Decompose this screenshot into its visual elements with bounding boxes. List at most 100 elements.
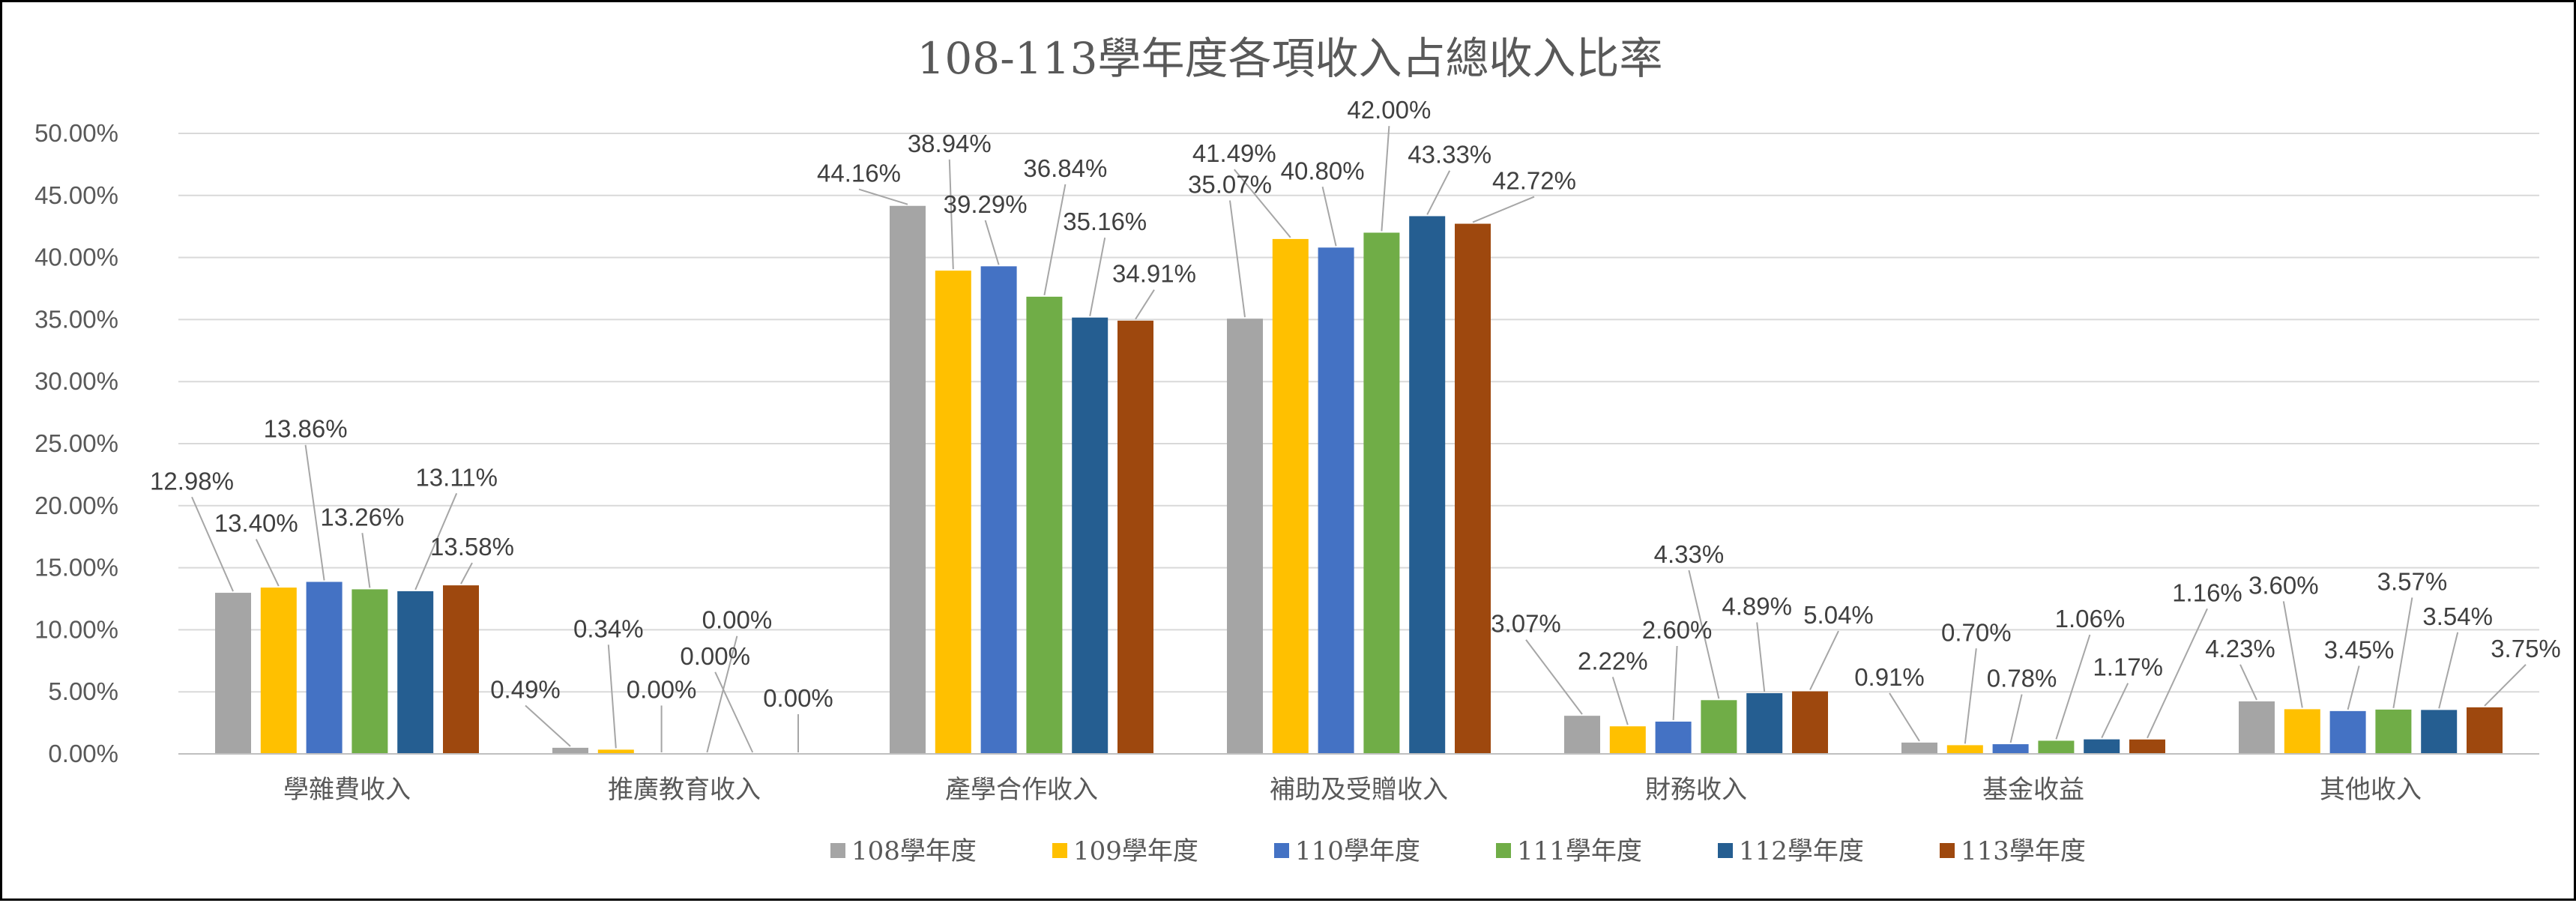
legend-item[interactable]: 109學年度 xyxy=(1052,836,1198,866)
data-label-leader xyxy=(2101,683,2129,739)
y-tick-label: 15.00% xyxy=(34,554,118,582)
bar xyxy=(1455,223,1491,755)
data-label-leader xyxy=(1688,570,1720,699)
x-tick-label: 財務收入 xyxy=(1645,775,1747,805)
data-label-leader xyxy=(2282,601,2303,708)
data-label-leader xyxy=(2484,664,2527,707)
data-label: 0.49% xyxy=(490,675,561,703)
data-label-leader xyxy=(2347,665,2360,710)
data-label: 13.58% xyxy=(430,533,514,561)
data-label-leader xyxy=(1089,237,1106,316)
data-label: 1.17% xyxy=(2093,653,2163,681)
data-label: 0.00% xyxy=(680,642,750,670)
y-tick-label: 10.00% xyxy=(34,615,118,643)
legend-item[interactable]: 110學年度 xyxy=(1274,836,1420,866)
data-label-leader xyxy=(1043,184,1067,296)
bar xyxy=(1227,318,1263,754)
bar xyxy=(552,747,588,754)
bars xyxy=(215,205,2503,755)
data-label: 13.86% xyxy=(264,415,348,443)
data-label-leader xyxy=(414,492,458,591)
legend-item[interactable]: 113學年度 xyxy=(1940,836,2086,866)
data-label-leader xyxy=(1426,170,1451,215)
y-tick-label: 0.00% xyxy=(48,740,118,767)
data-label-leader xyxy=(1229,200,1246,318)
data-label: 1.16% xyxy=(2172,579,2242,606)
legend-swatch xyxy=(1274,843,1289,858)
bar xyxy=(1655,721,1692,754)
data-label: 2.60% xyxy=(1642,616,1713,644)
data-label-leader xyxy=(984,220,1000,265)
bar xyxy=(306,582,343,754)
x-tick-label: 學雜費收入 xyxy=(283,775,411,805)
x-tick-label: 推廣教育收入 xyxy=(608,775,761,805)
bar xyxy=(2284,709,2320,754)
bar xyxy=(1992,744,2029,754)
bar xyxy=(1072,317,1108,755)
data-label: 35.16% xyxy=(1063,208,1147,235)
data-label: 0.70% xyxy=(1941,618,2012,646)
data-label: 3.54% xyxy=(2422,602,2493,630)
data-label: 41.49% xyxy=(1192,139,1276,167)
data-label: 0.34% xyxy=(573,614,644,642)
data-label: 42.00% xyxy=(1347,96,1431,124)
bar xyxy=(2421,710,2458,754)
data-label: 4.23% xyxy=(2205,635,2275,662)
bar xyxy=(2467,707,2503,754)
y-tick-label: 50.00% xyxy=(34,119,118,147)
y-tick-label: 40.00% xyxy=(34,244,118,271)
data-label: 2.22% xyxy=(1578,647,1648,674)
data-label-leader xyxy=(2239,664,2257,701)
data-label-leader xyxy=(1756,622,1766,692)
y-axis-ticks: 0.00% 5.00% 10.00% 15.00% 20.00% 25.00% 30.00%… xyxy=(34,119,118,767)
legend-item[interactable]: 108學年度 xyxy=(830,836,977,866)
data-label: 13.26% xyxy=(320,503,404,531)
data-label-leader xyxy=(1672,645,1678,720)
bar xyxy=(1026,296,1063,755)
bar xyxy=(890,205,926,754)
y-tick-label: 5.00% xyxy=(48,677,118,705)
bar xyxy=(1363,232,1400,755)
legend-item[interactable]: 112學年度 xyxy=(1718,836,1864,866)
data-label-leader xyxy=(607,644,617,749)
data-label-leader xyxy=(361,533,371,588)
legend-label: 112學年度 xyxy=(1739,836,1864,866)
data-label: 3.60% xyxy=(2248,571,2319,599)
legend-label: 111學年度 xyxy=(1517,836,1642,866)
legend-item[interactable]: 111學年度 xyxy=(1496,836,1642,866)
bar xyxy=(443,585,479,754)
legend-swatch xyxy=(1496,843,1511,858)
category-labels: 學雜費收入 推廣教育收入 產學合作收入 補助及受贈收入 財務收入 基金收益 其他收入 xyxy=(283,775,2422,805)
data-label: 0.91% xyxy=(1854,663,1925,691)
data-label-leader xyxy=(191,496,234,592)
data-label-leader xyxy=(948,159,954,270)
bar xyxy=(1609,726,1646,754)
bar xyxy=(2239,701,2275,754)
data-label: 4.89% xyxy=(1722,593,1792,620)
data-label: 1.06% xyxy=(2055,605,2126,632)
data-label-leader xyxy=(2055,634,2091,740)
data-label: 42.72% xyxy=(1492,167,1576,195)
bar xyxy=(1901,742,1937,754)
legend: 108學年度 109學年度 110學年度 111學年度 112學年度 113學年度 xyxy=(830,836,2086,866)
data-label-leaders xyxy=(191,126,2527,753)
chart-title: 108-113學年度各項收入占總收入比率 xyxy=(917,33,1662,84)
data-label: 12.98% xyxy=(150,467,234,495)
data-label: 3.75% xyxy=(2491,635,2561,662)
data-label: 34.91% xyxy=(1112,260,1196,288)
data-label: 0.00% xyxy=(763,684,833,712)
data-label: 4.33% xyxy=(1654,540,1725,568)
data-label: 13.11% xyxy=(415,463,497,491)
legend-swatch xyxy=(1940,843,1955,858)
data-label-leader xyxy=(1809,630,1839,690)
bar xyxy=(2375,709,2412,754)
legend-label: 108學年度 xyxy=(851,836,977,866)
bar xyxy=(1409,216,1446,754)
bar xyxy=(1272,238,1309,754)
data-label: 44.16% xyxy=(817,160,901,187)
bar xyxy=(260,588,297,754)
bar xyxy=(980,266,1017,754)
data-label: 0.00% xyxy=(627,675,697,703)
